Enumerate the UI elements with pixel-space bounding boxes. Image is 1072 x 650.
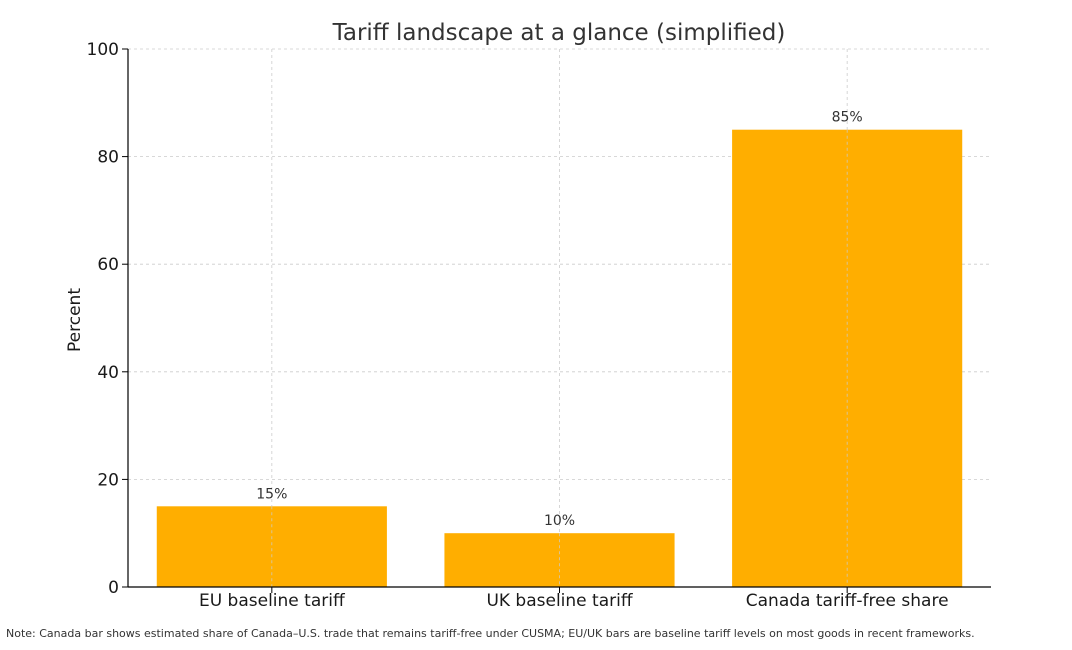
y-tick-label: 80 — [97, 148, 119, 168]
bar-value-label: 15% — [256, 486, 287, 502]
y-tick-label: 0 — [108, 578, 119, 598]
x-category-label: UK baseline tariff — [486, 591, 633, 611]
footnote: Note: Canada bar shows estimated share o… — [6, 627, 975, 640]
x-category-label: Canada tariff-free share — [746, 591, 949, 611]
bar-value-label: 10% — [544, 513, 575, 529]
chart-title: Tariff landscape at a glance (simplified… — [332, 20, 786, 46]
bar-value-label: 85% — [832, 110, 863, 126]
y-tick-label: 40 — [97, 363, 119, 383]
y-tick-label: 20 — [97, 470, 119, 490]
value-labels: 15% 10% 85% — [256, 110, 862, 530]
bars — [156, 129, 963, 587]
y-tick-label: 60 — [97, 255, 119, 275]
y-tick-label: 100 — [87, 40, 119, 60]
y-ticks: 0 20 40 60 80 100 — [87, 40, 128, 598]
x-category-labels: EU baseline tariff UK baseline tariff Cana… — [199, 587, 949, 611]
x-category-label: EU baseline tariff — [199, 591, 346, 611]
y-axis-label: Percent — [65, 288, 85, 352]
